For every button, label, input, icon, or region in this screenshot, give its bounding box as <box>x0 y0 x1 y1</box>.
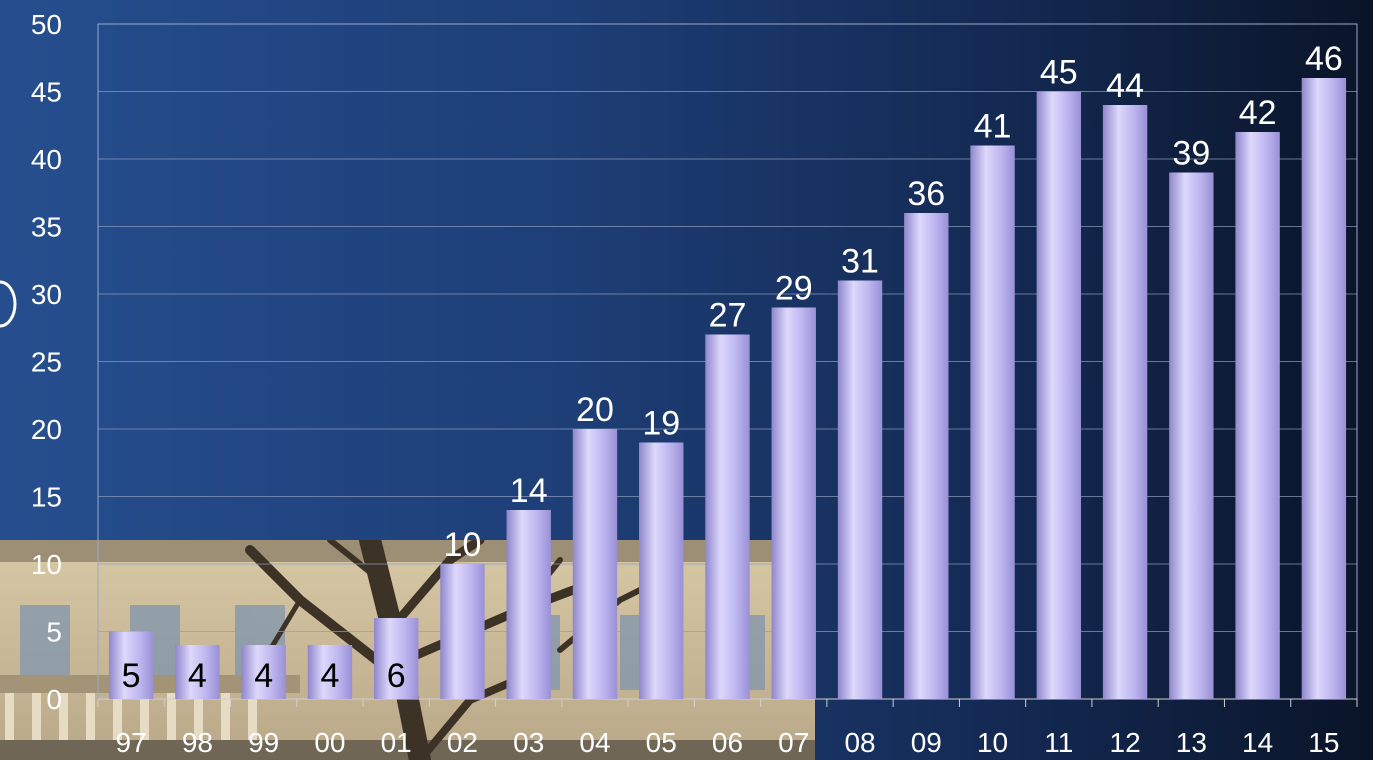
bar <box>307 645 353 699</box>
x-axis-tick-labels: 97 98 99 00 01 02 03 04 05 06 07 08 09 10 11 12 13 14 15 <box>116 727 1340 758</box>
x-tick-label: 03 <box>513 727 544 758</box>
data-label: 4 <box>254 657 273 695</box>
bar <box>970 145 1015 699</box>
data-label: 46 <box>1305 40 1343 78</box>
bar <box>1301 78 1347 699</box>
y-tick-label: 30 <box>31 279 62 310</box>
data-label: 6 <box>387 657 406 695</box>
data-label: 36 <box>907 175 945 213</box>
bar <box>837 280 883 699</box>
x-tick-label: 09 <box>911 727 942 758</box>
y-tick-label: 20 <box>31 414 62 445</box>
x-tick-label: 02 <box>447 727 478 758</box>
bar <box>1235 132 1280 699</box>
x-tick-label: 01 <box>381 727 412 758</box>
data-label: 14 <box>510 472 548 510</box>
x-tick-label: 05 <box>646 727 677 758</box>
x-tick-label: 99 <box>248 727 279 758</box>
data-label: 45 <box>1040 54 1078 92</box>
bar <box>1169 172 1214 699</box>
y-tick-label: 45 <box>31 77 62 108</box>
y-tick-label: 25 <box>31 347 62 378</box>
bar <box>506 510 551 699</box>
bar <box>639 442 684 699</box>
bar <box>108 631 154 699</box>
bar <box>572 429 618 699</box>
x-tick-label: 00 <box>314 727 345 758</box>
data-label: 4 <box>188 657 207 695</box>
y-tick-label: 0 <box>46 684 62 715</box>
x-tick-label: 07 <box>778 727 809 758</box>
x-tick-label: 15 <box>1308 727 1339 758</box>
bar <box>1036 91 1082 699</box>
x-axis-ticks <box>97 699 1358 707</box>
data-label: 4 <box>320 657 339 695</box>
y-axis-tick-labels: 0 5 10 15 20 25 30 35 40 45 50 <box>31 9 62 715</box>
bars <box>108 78 1347 699</box>
x-tick-label: 98 <box>182 727 213 758</box>
x-tick-label: 97 <box>116 727 147 758</box>
y-tick-label: 15 <box>31 482 62 513</box>
x-tick-label: 08 <box>844 727 875 758</box>
data-label: 39 <box>1172 135 1210 173</box>
data-label: 20 <box>576 391 614 429</box>
data-label: 5 <box>122 657 141 695</box>
x-tick-label: 06 <box>712 727 743 758</box>
x-tick-label: 12 <box>1110 727 1141 758</box>
data-label: 31 <box>841 243 879 281</box>
data-label: 42 <box>1239 94 1277 132</box>
y-tick-label: 5 <box>46 617 62 648</box>
bar <box>241 645 286 699</box>
y-tick-label: 50 <box>31 9 62 40</box>
bar <box>705 334 750 699</box>
x-tick-label: 11 <box>1044 727 1073 758</box>
data-label: 44 <box>1106 67 1144 105</box>
x-tick-label: 04 <box>579 727 610 758</box>
x-tick-label: 14 <box>1242 727 1273 758</box>
bar <box>440 564 485 699</box>
x-tick-label: 13 <box>1176 727 1207 758</box>
x-tick-label: 10 <box>977 727 1008 758</box>
y-tick-label: 35 <box>31 212 62 243</box>
y-tick-label: 10 <box>31 549 62 580</box>
data-label: 10 <box>444 526 482 564</box>
y-tick-label: 40 <box>31 144 62 175</box>
data-label: 29 <box>775 270 813 308</box>
data-label: 19 <box>642 405 680 443</box>
data-label: 27 <box>709 297 747 335</box>
bar <box>771 307 816 699</box>
data-label: 41 <box>974 108 1012 146</box>
partial-circle-mark <box>0 280 17 328</box>
bar <box>175 645 220 699</box>
bar <box>904 213 949 699</box>
bar <box>373 618 419 699</box>
bar <box>1102 105 1148 699</box>
